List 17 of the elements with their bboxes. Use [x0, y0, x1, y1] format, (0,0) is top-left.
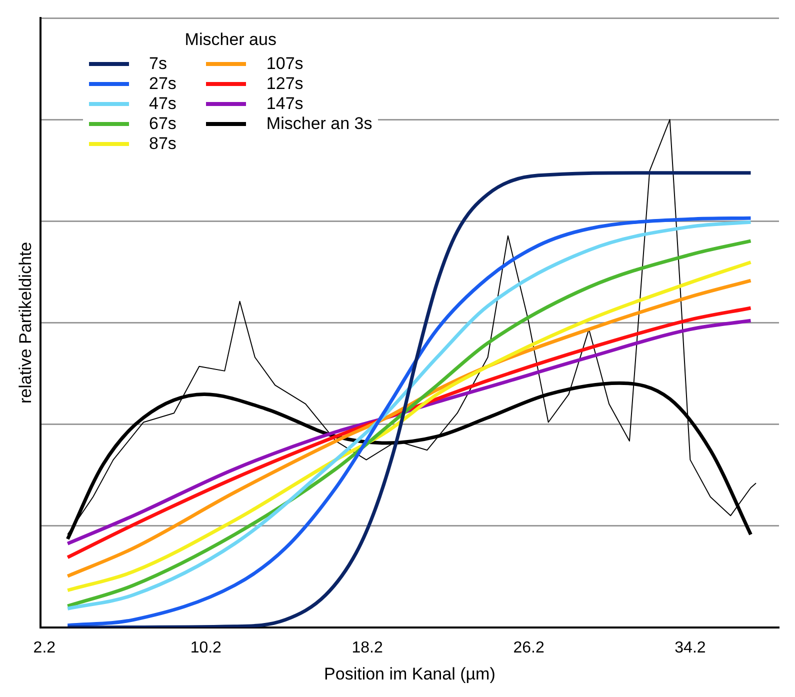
x-tick-label: 26.2	[513, 639, 544, 656]
legend-label: 47s	[149, 94, 176, 114]
x-tick-label: 34.2	[674, 639, 706, 656]
legend-label: 27s	[149, 74, 176, 94]
legend-label: 67s	[149, 114, 176, 134]
x-tick-label: 10.2	[190, 639, 222, 656]
y-axis-title: relative Partikeldichte	[16, 242, 35, 404]
legend-title: Mischer aus	[184, 30, 278, 50]
legend-label: 127s	[266, 74, 304, 94]
legend-label: 147s	[266, 94, 304, 114]
x-tick-label: 18.2	[352, 639, 383, 656]
x-axis-title: Position im Kanal (µm)	[324, 664, 496, 684]
x-tick-label: 2.2	[33, 639, 56, 656]
legend-label: 107s	[266, 54, 304, 74]
legend-label: 87s	[149, 134, 176, 154]
legend-label: Mischer an 3s	[266, 114, 372, 134]
legend-label: 7s	[149, 54, 167, 74]
